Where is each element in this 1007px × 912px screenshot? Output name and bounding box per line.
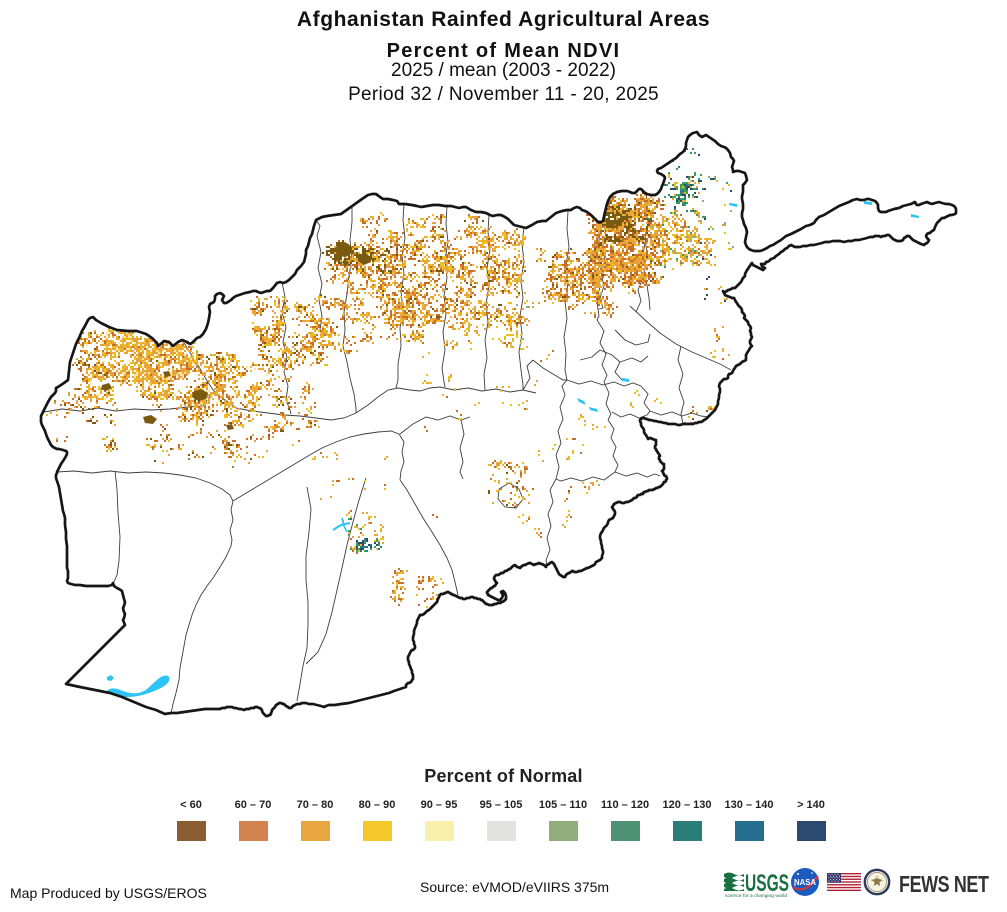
svg-text:science for a changing world: science for a changing world — [725, 893, 788, 898]
svg-text:USGS: USGS — [745, 870, 789, 897]
svg-text:NASA: NASA — [794, 878, 816, 887]
